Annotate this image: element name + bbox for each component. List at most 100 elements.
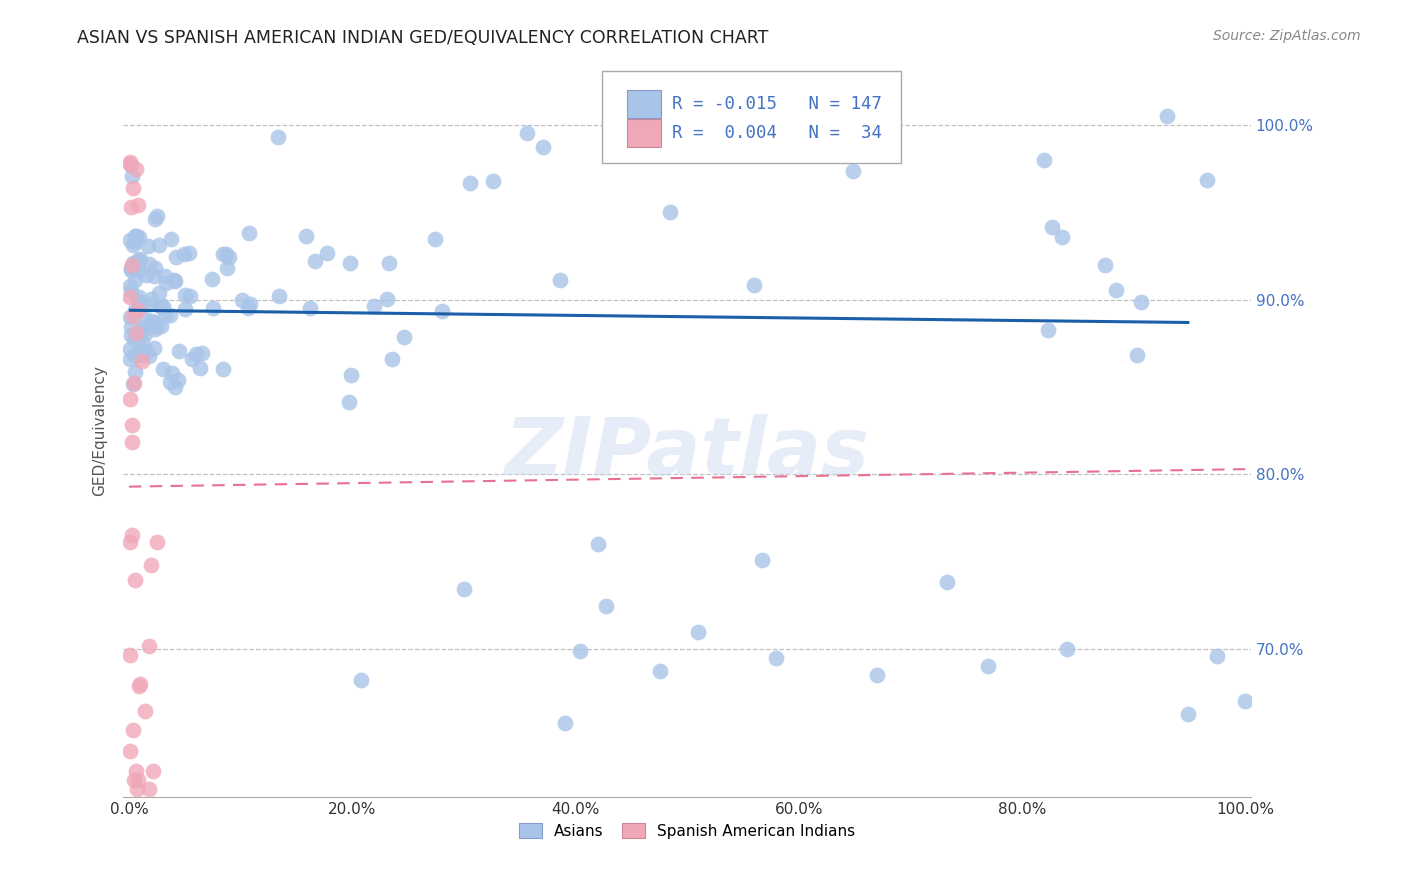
Point <box>120 310 142 324</box>
Point <box>139 293 162 307</box>
Text: R = -0.015   N = 147: R = -0.015 N = 147 <box>672 95 883 112</box>
Point <box>146 534 169 549</box>
Point <box>143 315 166 329</box>
Point <box>121 434 143 449</box>
Point <box>458 177 481 191</box>
Point <box>122 309 145 323</box>
Point <box>122 238 145 252</box>
Point <box>751 552 773 566</box>
Point <box>648 664 671 678</box>
Point <box>118 342 141 356</box>
Point <box>423 232 446 246</box>
Point <box>1205 649 1227 664</box>
Point <box>180 351 202 366</box>
Point <box>339 256 361 270</box>
Point <box>239 296 262 310</box>
Point <box>146 209 169 223</box>
Point <box>118 157 141 171</box>
Point <box>120 279 142 293</box>
Point <box>121 376 143 391</box>
Point <box>118 155 141 169</box>
Text: R =  0.004   N =  34: R = 0.004 N = 34 <box>672 124 883 142</box>
Point <box>1036 323 1059 337</box>
Point <box>124 303 146 318</box>
Point <box>122 332 145 346</box>
Point <box>128 679 150 693</box>
Point <box>139 558 162 573</box>
Point <box>124 161 146 176</box>
Point <box>231 293 253 307</box>
Point <box>128 252 150 267</box>
Point <box>1234 694 1257 708</box>
Point <box>977 659 1000 673</box>
Point <box>128 348 150 362</box>
Point <box>125 326 148 340</box>
Point <box>430 303 453 318</box>
Point <box>120 200 142 214</box>
FancyBboxPatch shape <box>603 71 901 163</box>
Point <box>315 245 337 260</box>
Point <box>688 624 710 639</box>
Point <box>554 716 576 731</box>
Point <box>935 574 957 589</box>
Point <box>201 272 224 286</box>
Point <box>165 250 187 264</box>
Point <box>167 343 190 358</box>
Point <box>152 299 174 313</box>
Point <box>145 319 167 334</box>
Point <box>124 228 146 243</box>
Point <box>118 234 141 248</box>
Point <box>135 268 157 282</box>
Point <box>1105 283 1128 297</box>
Point <box>1197 173 1219 187</box>
Point <box>121 260 143 275</box>
Point <box>212 247 235 261</box>
Point <box>184 347 207 361</box>
Point <box>363 299 385 313</box>
Point <box>121 418 143 433</box>
Point <box>131 347 153 361</box>
Point <box>381 351 404 366</box>
Point <box>118 744 141 758</box>
Point <box>155 268 177 283</box>
FancyBboxPatch shape <box>627 90 661 118</box>
Point <box>842 163 865 178</box>
Point <box>122 180 145 194</box>
Point <box>190 346 212 360</box>
Point <box>138 297 160 311</box>
Point <box>238 226 260 240</box>
Point <box>124 273 146 287</box>
Point <box>138 639 160 653</box>
Point <box>765 650 787 665</box>
Point <box>1177 706 1199 721</box>
Point <box>742 278 765 293</box>
Point <box>377 293 399 307</box>
Point <box>118 392 141 406</box>
Point <box>159 232 181 246</box>
Point <box>118 351 141 366</box>
Point <box>143 261 166 276</box>
Point <box>138 257 160 271</box>
Point <box>163 273 186 287</box>
Point <box>392 329 415 343</box>
Point <box>127 293 149 308</box>
Point <box>167 373 190 387</box>
Point <box>482 174 505 188</box>
Point <box>340 368 363 383</box>
Point <box>121 261 143 276</box>
Point <box>122 256 145 270</box>
Point <box>120 284 142 298</box>
Point <box>350 673 373 688</box>
Point <box>120 262 142 277</box>
Point <box>299 301 322 315</box>
Point <box>1156 110 1178 124</box>
Point <box>1126 348 1149 362</box>
Point <box>150 300 173 314</box>
Point <box>138 350 160 364</box>
Point <box>453 582 475 596</box>
Point <box>516 126 538 140</box>
Point <box>155 277 177 291</box>
Point <box>136 239 159 253</box>
Point <box>120 320 142 334</box>
Point <box>1056 642 1078 657</box>
